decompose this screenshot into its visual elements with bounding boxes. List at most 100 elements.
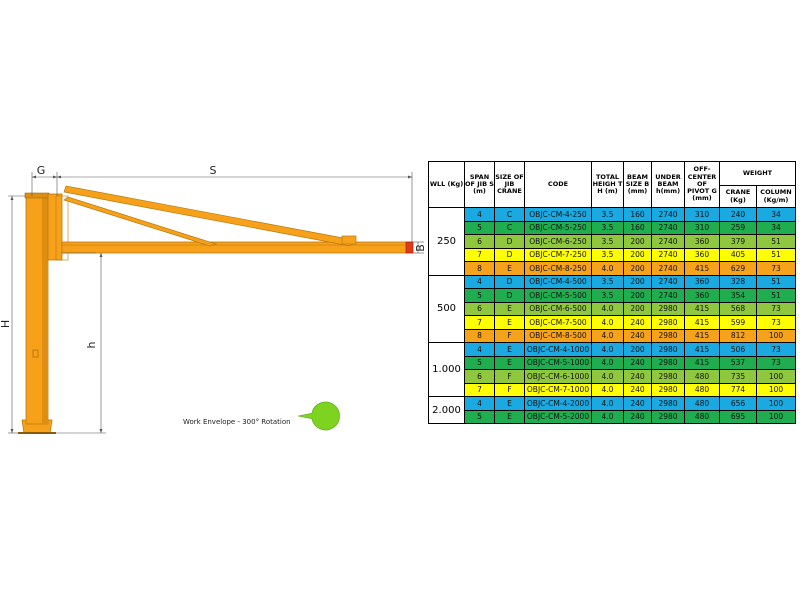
table-row: 7 E OBJC-CM-7-500 4.0 240 2980 415 599 73: [429, 315, 796, 330]
dim-label-h-total: H: [0, 320, 12, 328]
span-cell: 5: [464, 220, 495, 235]
jib-crane-diagram: G S H h B Work Envelope - 300° Rotation: [0, 164, 425, 434]
span-cell: 8: [464, 261, 495, 276]
height-cell: 3.5: [591, 220, 624, 235]
height-cell: 4.0: [591, 396, 624, 411]
span-cell: 4: [464, 342, 495, 357]
wll-cell: 250: [428, 207, 465, 276]
dim-label-g: G: [37, 164, 46, 177]
offset-cell: 480: [684, 382, 720, 397]
offset-cell: 415: [684, 315, 720, 330]
under-cell: 2980: [651, 382, 685, 397]
column-cap: [24, 192, 50, 199]
under-cell: 2980: [651, 315, 685, 330]
table-row: 5 D OBJC-CM-5-500 3.5 200 2740 360 354 51: [429, 288, 796, 303]
size-cell: F: [494, 328, 525, 343]
beam-cell: 200: [623, 274, 652, 289]
beam-cell: 240: [623, 396, 652, 411]
column-cell: 73: [756, 342, 796, 357]
height-cell: 4.0: [591, 409, 624, 424]
beam-cell: 200: [623, 234, 652, 249]
size-cell: E: [494, 396, 525, 411]
table-row: 8 E OBJC-CM-8-250 4.0 200 2740 415 629 73: [429, 261, 796, 276]
table-row: 7 F OBJC-CM-7-1000 4.0 240 2980 480 774 100: [429, 382, 796, 397]
table-row: 6 D OBJC-CM-6-250 3.5 200 2740 360 379 51: [429, 234, 796, 249]
crane-cell: 537: [719, 355, 757, 370]
beam-cell: 240: [623, 382, 652, 397]
under-cell: 2740: [651, 247, 685, 262]
tie-rod: [63, 185, 355, 247]
column-cell: 73: [756, 315, 796, 330]
code-cell: OBJC-CM-7-1000: [524, 382, 592, 397]
height-cell: 3.5: [591, 288, 624, 303]
span-cell: 5: [464, 409, 495, 424]
under-cell: 2980: [651, 369, 685, 384]
column-cell: 100: [756, 369, 796, 384]
code-cell: OBJC-CM-7-500: [524, 315, 592, 330]
offset-cell: 360: [684, 288, 720, 303]
under-cell: 2980: [651, 355, 685, 370]
code-cell: OBJC-CM-6-250: [524, 234, 592, 249]
crane-cell: 240: [719, 207, 757, 222]
beam-cell: 240: [623, 315, 652, 330]
under-cell: 2980: [651, 396, 685, 411]
table-row: 1.000 4 E OBJC-CM-4-1000 4.0 200 2980 415 506 73: [428, 342, 796, 397]
spec-table: WLL (Kg) SPAN OF JIB S (m) SIZE OF JIB C…: [428, 161, 796, 424]
table-row: 500 4 D OBJC-CM-4-500 3.5 200 2740 360 328 51: [428, 274, 796, 343]
column-cell: 51: [756, 247, 796, 262]
dim-label-s: S: [210, 164, 217, 177]
code-cell: OBJC-CM-5-1000: [524, 355, 592, 370]
offset-cell: 310: [684, 207, 720, 222]
column-plate: [32, 349, 39, 358]
under-cell: 2740: [651, 261, 685, 276]
offset-cell: 415: [684, 328, 720, 343]
code-cell: OBJC-CM-5-2000: [524, 409, 592, 424]
offset-cell: 310: [684, 220, 720, 235]
code-cell: OBJC-CM-4-500: [524, 274, 592, 289]
height-cell: 3.5: [591, 234, 624, 249]
crane-cell: 695: [719, 409, 757, 424]
beam-cell: 200: [623, 301, 652, 316]
code-cell: OBJC-CM-7-250: [524, 247, 592, 262]
span-cell: 5: [464, 355, 495, 370]
size-cell: D: [494, 288, 525, 303]
column-cell: 34: [756, 220, 796, 235]
span-cell: 6: [464, 369, 495, 384]
beam-cell: 200: [623, 342, 652, 357]
offset-cell: 415: [684, 301, 720, 316]
height-cell: 3.5: [591, 274, 624, 289]
height-cell: 4.0: [591, 261, 624, 276]
span-cell: 7: [464, 315, 495, 330]
span-cell: 6: [464, 301, 495, 316]
crane-cell: 812: [719, 328, 757, 343]
span-cell: 4: [464, 207, 495, 222]
crane-cell: 354: [719, 288, 757, 303]
crane-cell: 599: [719, 315, 757, 330]
header-weight: WEIGHT: [719, 161, 796, 186]
size-cell: F: [494, 382, 525, 397]
size-cell: E: [494, 355, 525, 370]
table-row: 250 4 C OBJC-CM-4-250 3.5 160 2740 310 240 34: [428, 207, 796, 276]
column-cell: 73: [756, 301, 796, 316]
height-cell: 4.0: [591, 355, 624, 370]
crane-cell: 328: [719, 274, 757, 289]
header-beam-size: BEAM SIZE B (mm): [623, 161, 652, 208]
column-cell: 73: [756, 355, 796, 370]
pivot-head: [47, 193, 63, 261]
header-crane-weight: CRANE (Kg): [719, 185, 757, 208]
size-cell: D: [494, 274, 525, 289]
size-cell: D: [494, 247, 525, 262]
beam-cell: 160: [623, 220, 652, 235]
size-cell: C: [494, 220, 525, 235]
under-cell: 2980: [651, 301, 685, 316]
offset-cell: 360: [684, 274, 720, 289]
height-cell: 3.5: [591, 247, 624, 262]
table-row: 2.000 4 E OBJC-CM-4-2000 4.0 240 2980 480 656 100: [428, 396, 796, 424]
header-span: SPAN OF JIB S (m): [464, 161, 495, 208]
table-row: 8 F OBJC-CM-8-500 4.0 240 2980 415 812 100: [429, 328, 796, 343]
column-cell: 100: [756, 328, 796, 343]
height-cell: 4.0: [591, 328, 624, 343]
beam-cell: 200: [623, 288, 652, 303]
offset-cell: 360: [684, 234, 720, 249]
size-cell: F: [494, 369, 525, 384]
